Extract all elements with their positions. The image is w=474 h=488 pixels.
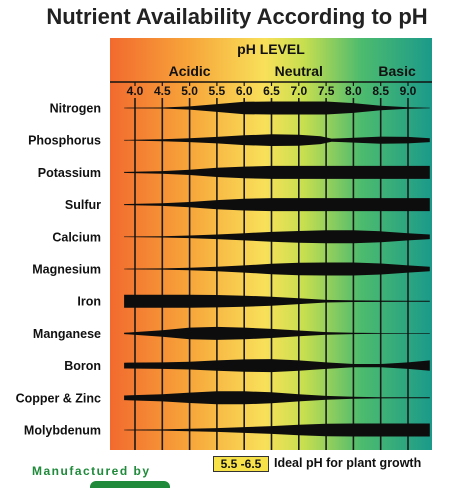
manufacturer-logo xyxy=(90,481,170,488)
nutrient-label-calcium: Calcium xyxy=(52,230,101,244)
nutrient-label-nitrogen: Nitrogen xyxy=(50,102,101,116)
range-label-basic: Basic xyxy=(378,63,416,79)
x-tick-label: 8.0 xyxy=(345,84,362,98)
x-tick-label: 5.5 xyxy=(209,84,226,98)
nutrient-label-magnesium: Magnesium xyxy=(32,263,101,277)
chart-title: Nutrient Availability According to pH xyxy=(46,4,428,29)
x-tick-label: 5.0 xyxy=(181,84,198,98)
nutrient-label-manganese: Manganese xyxy=(33,327,101,341)
band-molybdenum xyxy=(124,423,430,437)
band-manganese xyxy=(124,326,430,340)
x-tick-label: 6.5 xyxy=(263,84,280,98)
band-iron xyxy=(124,294,430,308)
x-tick-label: 4.5 xyxy=(154,84,171,98)
band-sulfur xyxy=(124,198,430,212)
band-calcium xyxy=(124,230,430,244)
ideal-ph-legend-swatch: 5.5 -6.5 xyxy=(213,456,269,472)
axis-title: pH LEVEL xyxy=(237,41,305,57)
band-nitrogen xyxy=(124,101,430,115)
nutrient-label-sulfur: Sulfur xyxy=(65,198,101,212)
band-phosphorus xyxy=(124,134,430,146)
band-magnesium xyxy=(124,262,430,276)
x-tick-label: 4.0 xyxy=(127,84,144,98)
nutrient-label-potassium: Potassium xyxy=(38,166,101,180)
nutrient-label-copper-zinc: Copper & Zinc xyxy=(16,391,101,405)
nutrient-label-boron: Boron xyxy=(64,359,101,373)
range-label-neutral: Neutral xyxy=(275,63,323,79)
band-boron xyxy=(124,359,430,373)
nutrient-label-phosphorus: Phosphorus xyxy=(28,134,101,148)
x-tick-label: 8.5 xyxy=(372,84,389,98)
x-tick-label: 9.0 xyxy=(400,84,417,98)
nutrient-label-iron: Iron xyxy=(77,295,101,309)
manufacturer-label: Manufactured by xyxy=(32,464,151,478)
x-tick-label: 6.0 xyxy=(236,84,253,98)
band-potassium xyxy=(124,165,430,179)
x-tick-label: 7.5 xyxy=(318,84,335,98)
ideal-ph-legend-label: Ideal pH for plant growth xyxy=(274,456,422,470)
nutrient-label-molybdenum: Molybdenum xyxy=(24,424,101,438)
band-copper-zinc xyxy=(124,391,430,405)
x-tick-label: 7.0 xyxy=(290,84,307,98)
range-label-acidic: Acidic xyxy=(169,63,211,79)
